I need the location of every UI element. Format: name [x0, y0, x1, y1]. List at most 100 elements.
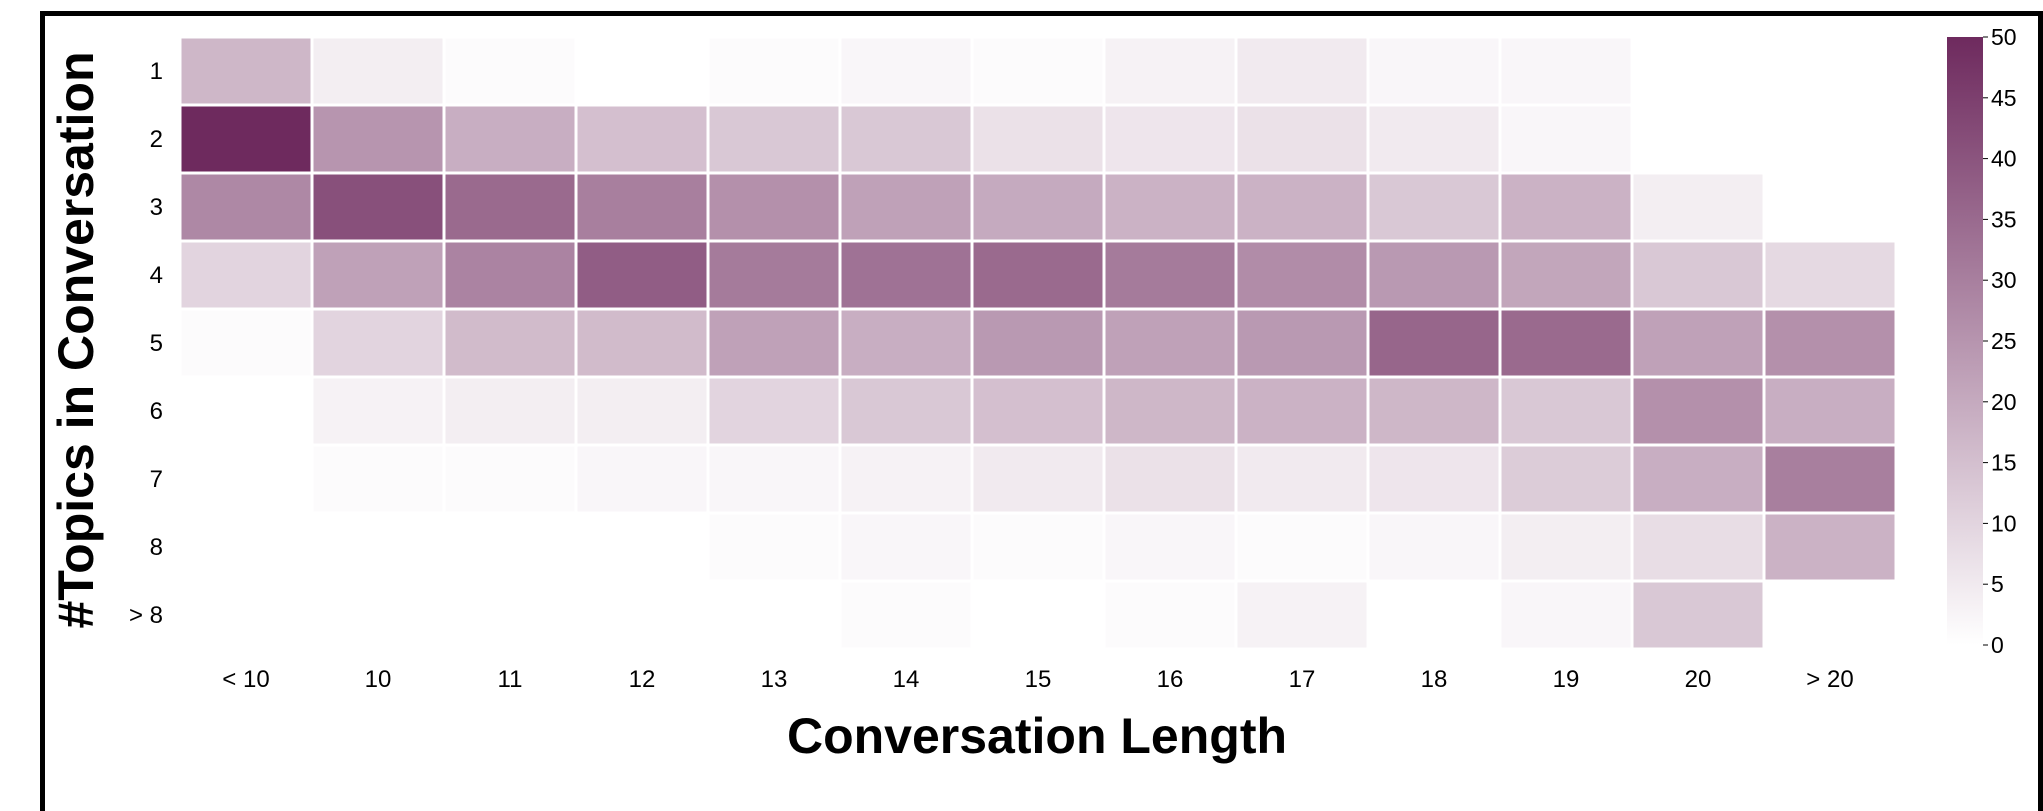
- heatmap-cell-2-19: [1498, 103, 1634, 175]
- x-tick-label: 20: [1685, 666, 1712, 693]
- heatmap-cell-1-16: [1102, 35, 1238, 107]
- heatmap-cell-2-17: [1234, 103, 1370, 175]
- colorbar-tick-label: 20: [1991, 389, 2017, 415]
- heatmap-cell-6-12: [574, 375, 710, 447]
- heatmap-cell-7-gt20: [1762, 443, 1898, 515]
- y-tick-label: 2: [150, 126, 163, 153]
- x-tick-labels: < 10 10 11 12 13 14 15 16 17 18 19 20 > 20: [222, 666, 1853, 693]
- x-tick-label: 16: [1157, 666, 1184, 693]
- heatmap-cell-8-18: [1366, 511, 1502, 583]
- y-tick-label: 4: [150, 262, 163, 289]
- heatmap-cell-7-18: [1366, 443, 1502, 515]
- x-tick-label: 19: [1553, 666, 1580, 693]
- heatmap-cell-5-20: [1630, 307, 1766, 379]
- heatmap-cell-4-12: [574, 239, 710, 311]
- colorbar-tick-label: 5: [1991, 571, 2004, 597]
- heatmap-cell-3-18: [1366, 171, 1502, 243]
- y-axis-title: #Topics in Conversation: [48, 52, 104, 629]
- heatmap-cell-4-18: [1366, 239, 1502, 311]
- heatmap-cell-1-15: [970, 35, 1106, 107]
- x-tick-label: 17: [1289, 666, 1316, 693]
- x-tick-label: 12: [629, 666, 656, 693]
- heatmap-cell-6-14: [838, 375, 974, 447]
- heatmap-cell-8-14: [838, 511, 974, 583]
- x-tick-label: 10: [365, 666, 392, 693]
- heatmap-cell-2-12: [574, 103, 710, 175]
- heatmap-cell-8-17: [1234, 511, 1370, 583]
- heatmap-cell-3-11: [442, 171, 578, 243]
- heatmap-cell-5-11: [442, 307, 578, 379]
- heatmap-cell-4-15: [970, 239, 1106, 311]
- heatmap-cell-8-15: [970, 511, 1106, 583]
- y-tick-label: > 8: [129, 602, 163, 629]
- heatmap-cell-2-10: [310, 103, 446, 175]
- heatmap-cell-5-12: [574, 307, 710, 379]
- heatmap-cell-gt8-17: [1234, 579, 1370, 651]
- x-tick-label: 13: [761, 666, 788, 693]
- colorbar-tick-label: 30: [1991, 267, 2017, 293]
- heatmap-cell-4-14: [838, 239, 974, 311]
- heatmap-cell-1-17: [1234, 35, 1370, 107]
- heatmap-cell-1-19: [1498, 35, 1634, 107]
- heatmap-cell-4-gt20: [1762, 239, 1898, 311]
- heatmap-cell-1-11: [442, 35, 578, 107]
- heatmap-cell-3-lt10: [178, 171, 314, 243]
- heatmap-cell-3-12: [574, 171, 710, 243]
- heatmap-cell-1-13: [706, 35, 842, 107]
- heatmap-cell-6-20: [1630, 375, 1766, 447]
- heatmap-cell-gt8-14: [838, 579, 974, 651]
- heatmap-cell-7-12: [574, 443, 710, 515]
- y-tick-label: 6: [150, 398, 163, 425]
- x-tick-label: 14: [893, 666, 920, 693]
- heatmap-cell-4-20: [1630, 239, 1766, 311]
- heatmap-cell-6-10: [310, 375, 446, 447]
- x-axis-title: Conversation Length: [787, 708, 1287, 764]
- heatmap-cell-8-16: [1102, 511, 1238, 583]
- heatmap-cell-1-14: [838, 35, 974, 107]
- heatmap-cell-5-13: [706, 307, 842, 379]
- heatmap-cell-4-17: [1234, 239, 1370, 311]
- heatmap-cell-5-16: [1102, 307, 1238, 379]
- heatmap-cell-4-lt10: [178, 239, 314, 311]
- heatmap-cell-5-15: [970, 307, 1106, 379]
- x-tick-label: 18: [1421, 666, 1448, 693]
- heatmap-cell-6-13: [706, 375, 842, 447]
- y-tick-label: 7: [150, 466, 163, 493]
- heatmap-cell-2-14: [838, 103, 974, 175]
- heatmap-cell-7-19: [1498, 443, 1634, 515]
- heatmap-cell-3-13: [706, 171, 842, 243]
- colorbar-tick-label: 45: [1991, 85, 2017, 111]
- heatmap-cell-6-19: [1498, 375, 1634, 447]
- heatmap-cell-4-16: [1102, 239, 1238, 311]
- heatmap-cell-3-17: [1234, 171, 1370, 243]
- heatmap-cell-8-gt20: [1762, 511, 1898, 583]
- x-tick-label: > 20: [1806, 666, 1853, 693]
- heatmap-cell-6-18: [1366, 375, 1502, 447]
- heatmap-cell-gt8-19: [1498, 579, 1634, 651]
- heatmap-cell-8-20: [1630, 511, 1766, 583]
- heatmap-cell-7-14: [838, 443, 974, 515]
- heatmap-cell-5-10: [310, 307, 446, 379]
- heatmap-cell-7-15: [970, 443, 1106, 515]
- heatmap-cell-2-11: [442, 103, 578, 175]
- heatmap-cell-gt8-16: [1102, 579, 1238, 651]
- heatmap-cell-gt8-20: [1630, 579, 1766, 651]
- heatmap-cell-6-15: [970, 375, 1106, 447]
- heatmap-cell-5-18: [1366, 307, 1502, 379]
- colorbar: [1947, 37, 1983, 645]
- heatmap-cell-5-17: [1234, 307, 1370, 379]
- heatmap-cell-3-19: [1498, 171, 1634, 243]
- heatmap-cell-8-19: [1498, 511, 1634, 583]
- colorbar-tick-labels: 0 5 10 15 20 25 30 35 40 45 50: [1983, 24, 2017, 658]
- heatmap-cell-7-16: [1102, 443, 1238, 515]
- y-tick-label: 1: [150, 58, 163, 85]
- heatmap-cell-7-10: [310, 443, 446, 515]
- heatmap-cell-3-15: [970, 171, 1106, 243]
- figure-frame: [40, 11, 2043, 811]
- colorbar-tick-label: 35: [1991, 206, 2017, 232]
- y-tick-label: 3: [150, 194, 163, 221]
- heatmap-cell-7-13: [706, 443, 842, 515]
- y-tick-label: 5: [150, 330, 163, 357]
- heatmap-cell-1-lt10: [178, 35, 314, 107]
- heatmap-cell-8-13: [706, 511, 842, 583]
